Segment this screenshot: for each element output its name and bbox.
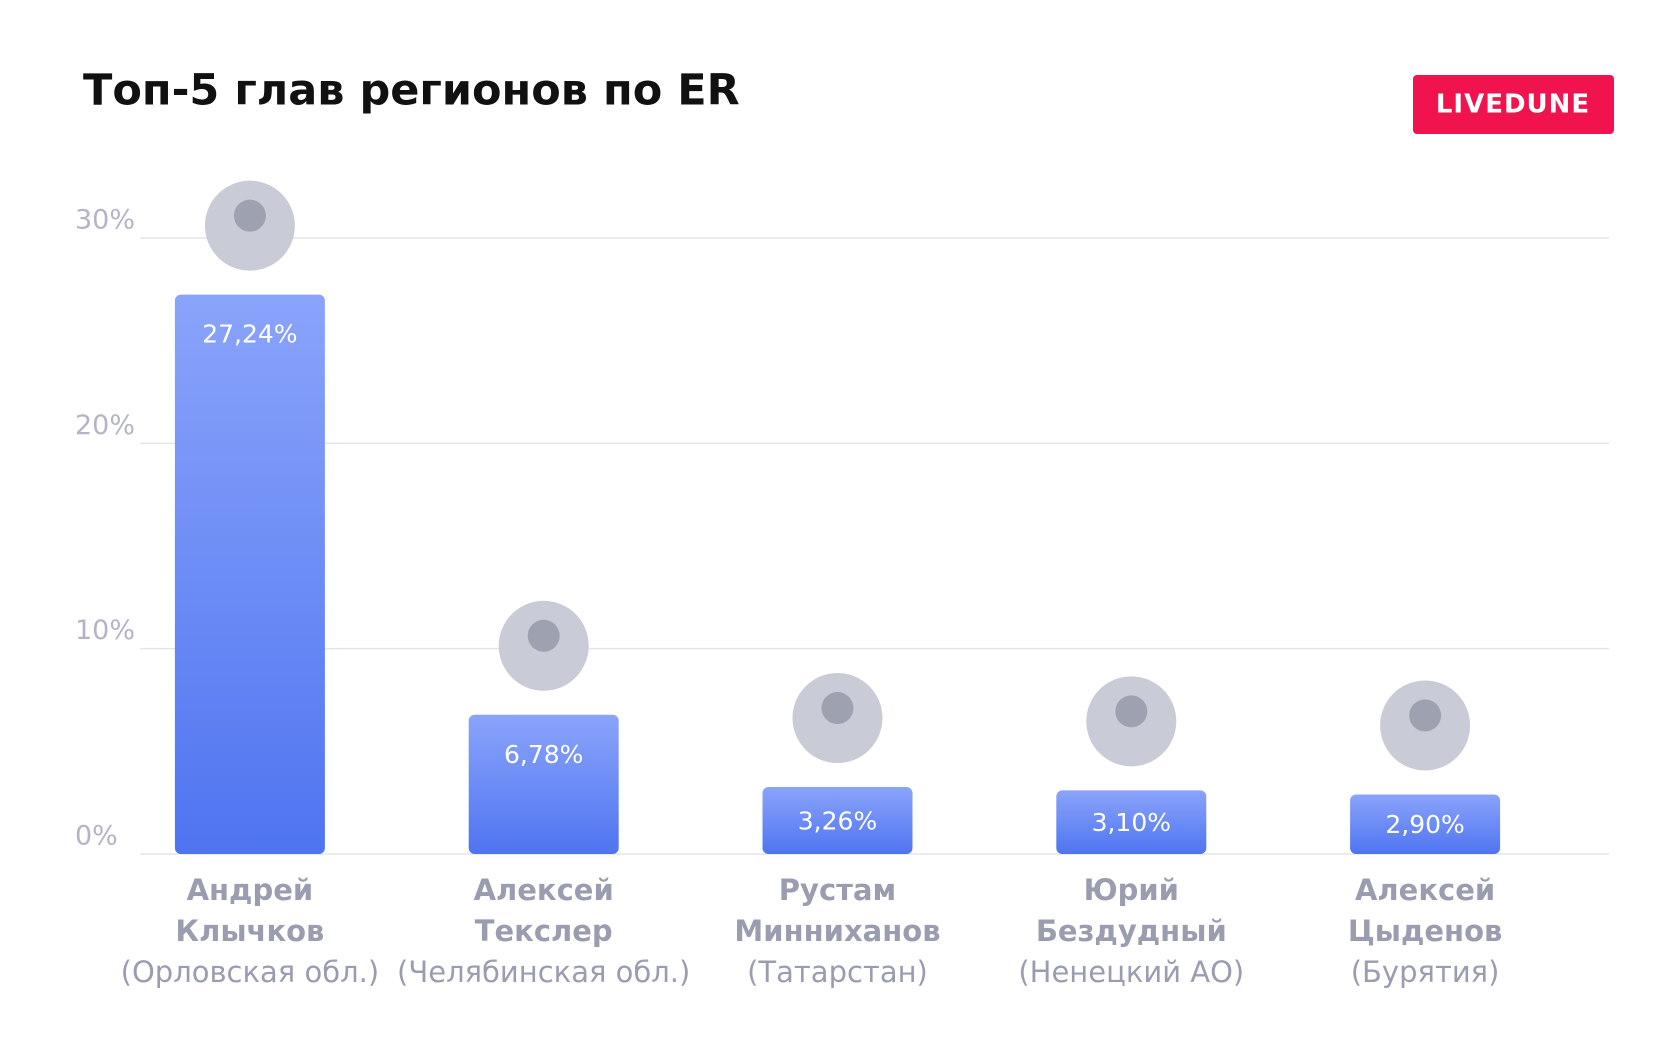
- value-label: 3,26%: [798, 807, 877, 836]
- x-tick-label: Клычков: [175, 914, 324, 948]
- x-tick-label: Текслер: [475, 914, 613, 948]
- y-tick-label: 30%: [75, 205, 135, 236]
- chart-title: Топ-5 глав регионов по ER: [83, 66, 740, 116]
- avatar-head: [1115, 695, 1148, 728]
- x-tick-label: (Бурятия): [1351, 955, 1500, 989]
- x-tick-label: (Ненецкий АО): [1018, 955, 1244, 989]
- x-tick-label: Андрей: [187, 873, 314, 907]
- x-tick-label: (Орловская обл.): [121, 955, 380, 989]
- avatar-head: [821, 692, 854, 725]
- value-label: 6,78%: [504, 740, 583, 769]
- x-tick-label: Бездудный: [1036, 914, 1227, 948]
- bar: [762, 787, 913, 854]
- x-tick-label: Алексей: [474, 873, 614, 907]
- value-label: 27,24%: [202, 320, 297, 349]
- y-tick-label: 10%: [75, 615, 135, 646]
- value-label: 2,90%: [1385, 810, 1464, 839]
- x-tick-label: Рустам: [779, 873, 896, 907]
- brand-badge: [1413, 75, 1614, 134]
- x-tick-label: Цыденов: [1348, 914, 1503, 948]
- avatar-head: [1409, 699, 1442, 732]
- value-label: 3,10%: [1092, 808, 1171, 837]
- x-tick-label: Алексей: [1355, 873, 1495, 907]
- brand-logo: LIVEDUNE: [1436, 90, 1590, 120]
- bar: [1350, 794, 1501, 854]
- bar: [468, 714, 619, 854]
- avatar-head: [233, 199, 266, 232]
- x-tick-label: Юрий: [1084, 873, 1179, 907]
- bar: [1056, 790, 1207, 854]
- y-tick-label: 0%: [75, 821, 118, 852]
- x-tick-label: (Челябинская обл.): [397, 955, 690, 989]
- x-tick-label: Минниханов: [734, 914, 940, 948]
- avatar-head: [527, 619, 560, 652]
- x-tick-label: (Татарстан): [747, 955, 928, 989]
- y-tick-label: 20%: [75, 410, 135, 441]
- bar: [174, 294, 325, 854]
